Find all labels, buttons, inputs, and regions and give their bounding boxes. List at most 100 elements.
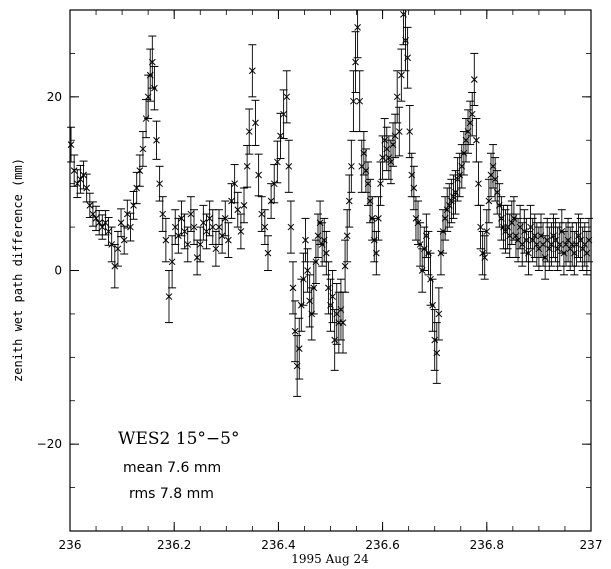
data-point [549, 213, 558, 258]
data-point [211, 230, 220, 267]
x-marker-stroke [312, 258, 320, 266]
annotation-rms: rms 7.8 mm [129, 486, 214, 502]
x-marker-stroke [258, 210, 266, 218]
data-point [349, 70, 358, 133]
data-point [248, 44, 257, 98]
data-point [189, 209, 198, 245]
data-point [152, 120, 161, 160]
x-marker-stroke [83, 184, 91, 192]
annotation-mean: mean 7.6 mm [123, 460, 221, 476]
data-point [186, 196, 195, 232]
x-marker-stroke [404, 54, 411, 62]
x-marker-stroke [429, 301, 436, 309]
data-point [126, 212, 135, 242]
data-point [215, 209, 224, 245]
x-marker-stroke [86, 202, 94, 209]
data-point [123, 199, 132, 229]
x-marker-stroke [339, 319, 347, 326]
data-point [580, 222, 589, 267]
x-marker-stroke [356, 97, 364, 105]
x-marker-stroke [102, 219, 109, 227]
data-point [511, 213, 520, 258]
x-marker-stroke [187, 210, 195, 218]
x-tick-label: 236.4 [261, 538, 295, 552]
data-point [397, 48, 406, 102]
x-marker-stroke [231, 180, 238, 188]
x-marker-stroke [291, 327, 299, 335]
x-marker-stroke [105, 228, 112, 235]
x-marker-stroke [80, 171, 87, 179]
data-point [376, 161, 385, 206]
data-point [240, 187, 249, 224]
x-marker-stroke [171, 223, 179, 231]
x-marker-stroke [354, 24, 361, 31]
x-marker-stroke [98, 223, 106, 231]
data-point [245, 108, 254, 155]
annotation-station: WES2 15°−5° [118, 429, 239, 449]
data-point [411, 196, 420, 241]
x-marker-stroke [123, 210, 131, 218]
x-marker-stroke [127, 223, 134, 231]
data-point [328, 270, 337, 324]
x-marker-stroke [433, 349, 441, 357]
x-marker-stroke [228, 197, 235, 205]
data-point [445, 183, 454, 228]
x-marker-stroke [153, 136, 160, 144]
x-marker-stroke [190, 223, 198, 231]
x-marker-stroke [395, 128, 403, 135]
data-point [372, 230, 381, 276]
data-point [576, 217, 585, 263]
x-marker-stroke [350, 97, 357, 105]
data-point [243, 144, 252, 188]
data-point [205, 200, 214, 237]
data-point [561, 222, 570, 267]
data-point [343, 209, 352, 263]
x-marker-stroke [289, 284, 297, 292]
x-marker-stroke [310, 284, 318, 292]
data-point [536, 213, 545, 258]
x-marker-stroke [585, 236, 593, 244]
data-point [273, 140, 282, 184]
x-marker-stroke [139, 145, 147, 153]
x-marker-stroke [184, 241, 192, 248]
data-point [311, 239, 320, 285]
data-point [76, 164, 85, 194]
data-point [401, 9, 410, 72]
data-point [474, 161, 483, 206]
data-point [486, 152, 495, 198]
x-marker-stroke [243, 162, 251, 170]
data-point [403, 26, 412, 89]
data-point [85, 192, 94, 219]
x-marker-stroke [67, 141, 75, 148]
data-point [553, 226, 562, 271]
x-marker-stroke [200, 219, 207, 227]
x-marker-stroke [274, 158, 281, 166]
x-marker-stroke [248, 67, 256, 75]
data-point [276, 112, 285, 159]
data-point [305, 274, 314, 328]
x-marker-stroke [245, 128, 253, 135]
data-point [155, 165, 164, 202]
data-point [389, 122, 398, 167]
x-tick-label: 236.6 [365, 538, 399, 552]
x-marker-stroke [221, 215, 229, 222]
x-marker-stroke [280, 110, 287, 118]
data-point [270, 164, 279, 204]
data-point [177, 200, 186, 237]
y-tick-label: 20 [47, 90, 62, 104]
data-point [113, 230, 122, 267]
data-point [507, 200, 516, 245]
data-point [251, 99, 260, 146]
data-point [566, 226, 575, 271]
data-point [382, 126, 391, 172]
data-point [461, 118, 470, 163]
data-point [293, 335, 302, 397]
x-marker-stroke [156, 180, 163, 188]
x-marker-stroke [73, 180, 81, 188]
data-point [117, 208, 126, 238]
x-marker-stroke [77, 175, 84, 183]
data-point [547, 222, 556, 267]
data-point [284, 139, 293, 193]
data-point [545, 226, 554, 271]
data-point [101, 210, 110, 236]
